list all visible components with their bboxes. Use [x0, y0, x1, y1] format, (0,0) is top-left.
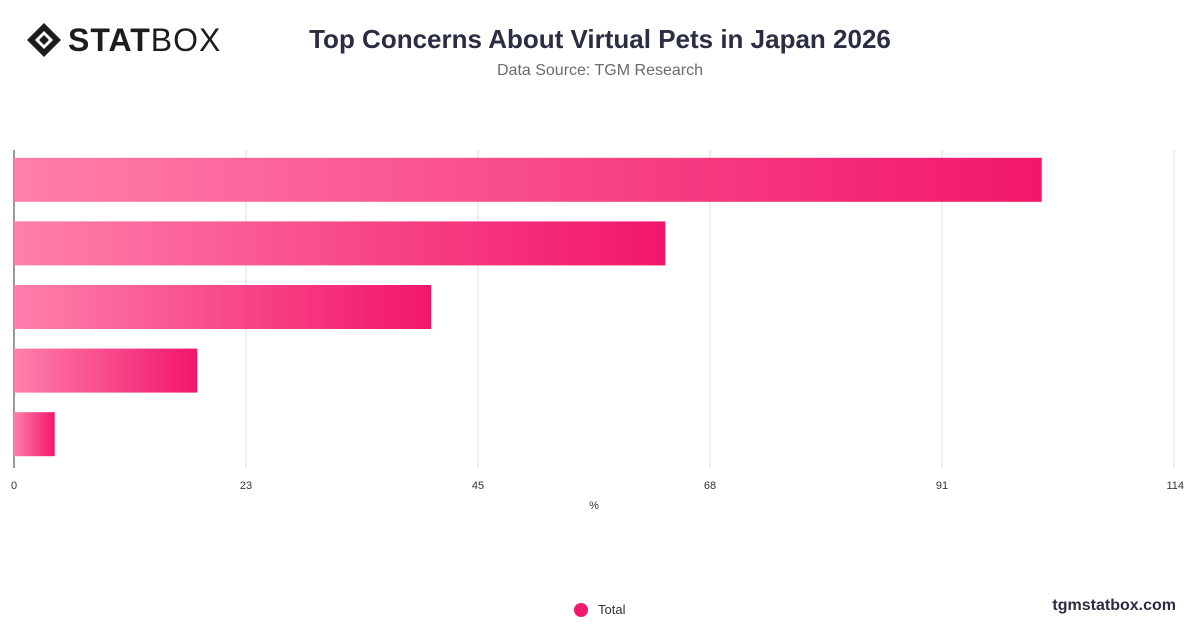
chart-subtitle: Data Source: TGM Research — [496, 62, 703, 79]
bar-3[interactable] — [14, 285, 432, 329]
legend-label: Total — [598, 602, 626, 617]
x-tick-label: 45 — [472, 480, 484, 492]
statbox-logo-icon — [27, 23, 61, 57]
logo-text-bold: STAT — [68, 22, 151, 58]
bar-4[interactable] — [14, 348, 198, 393]
x-tick-label: 23 — [240, 480, 252, 492]
statbox-logo: STATBOX — [26, 22, 221, 58]
x-tick-label: 68 — [704, 480, 716, 492]
footer-website: tgmstatbox.com — [1052, 597, 1176, 614]
x-axis-ticks: 0 23 45 68 91 114 — [11, 480, 1184, 492]
bar-5[interactable] — [14, 412, 55, 457]
legend[interactable]: Total — [574, 602, 625, 617]
logo-text-light: BOX — [150, 22, 222, 58]
chart-title: Top Concerns About Virtual Pets in Japan… — [309, 24, 891, 54]
bar-2[interactable] — [14, 221, 666, 266]
x-tick-label: 0 — [11, 480, 17, 492]
x-tick-label: 114 — [1166, 480, 1184, 492]
x-tick-label: 91 — [936, 480, 948, 492]
bar-1[interactable] — [14, 157, 1042, 202]
legend-swatch — [574, 602, 588, 617]
x-axis-title: % — [589, 500, 599, 512]
bars — [14, 157, 1042, 457]
statbox-logo-text: STATBOX — [68, 22, 221, 58]
